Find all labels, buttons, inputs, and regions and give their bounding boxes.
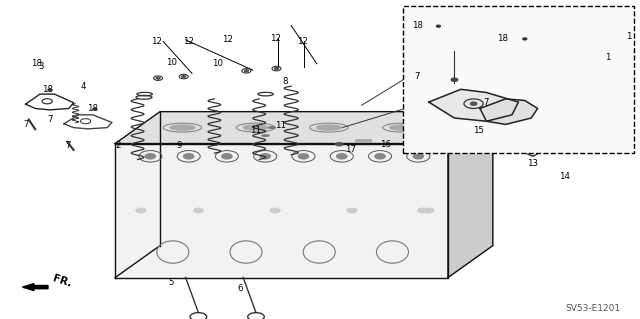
Text: 18: 18 [31,59,42,68]
Text: 18: 18 [412,21,423,30]
Circle shape [184,154,194,159]
FancyArrow shape [22,284,48,291]
Circle shape [193,208,204,213]
Text: 15: 15 [473,126,484,135]
Text: 9: 9 [177,141,182,150]
Text: 11: 11 [250,126,262,135]
Text: 7: 7 [415,72,420,81]
Circle shape [337,154,347,159]
Text: 16: 16 [380,140,391,149]
Text: 11: 11 [275,121,286,130]
Circle shape [270,208,280,213]
Text: 17: 17 [345,145,356,154]
Text: 12: 12 [183,37,195,46]
Circle shape [375,154,385,159]
Ellipse shape [389,125,415,130]
Circle shape [451,78,458,81]
Text: 12: 12 [151,37,163,46]
Circle shape [156,77,160,79]
Polygon shape [480,99,538,124]
Circle shape [222,154,232,159]
Text: 4: 4 [81,82,86,91]
Circle shape [417,208,428,213]
Circle shape [347,208,357,213]
Circle shape [298,154,308,159]
Polygon shape [526,136,544,156]
Circle shape [470,102,477,105]
Text: 5: 5 [169,278,174,287]
Ellipse shape [268,127,276,129]
Text: 7: 7 [66,141,71,150]
Circle shape [260,154,270,159]
Text: 7: 7 [23,120,28,129]
Ellipse shape [262,135,269,137]
Text: 6: 6 [237,284,243,293]
Text: 2: 2 [116,141,121,150]
Text: 14: 14 [559,172,570,181]
Circle shape [145,154,156,159]
Text: 8: 8 [282,77,287,86]
Circle shape [472,149,478,152]
Circle shape [335,142,343,146]
Ellipse shape [243,125,268,130]
Bar [403,6,634,153]
Polygon shape [115,144,448,278]
Text: 18: 18 [87,104,99,113]
Text: 10: 10 [166,58,177,67]
Text: 18: 18 [42,85,54,94]
Circle shape [424,208,434,213]
Text: 7: 7 [47,115,52,124]
Circle shape [136,208,146,213]
Circle shape [182,76,186,78]
Circle shape [93,108,97,110]
Ellipse shape [170,125,195,130]
Circle shape [275,68,278,70]
Ellipse shape [316,125,342,130]
Circle shape [523,38,527,40]
Text: 12: 12 [296,37,308,46]
Text: 12: 12 [269,34,281,43]
Text: 12: 12 [221,35,233,44]
Circle shape [413,154,424,159]
Bar [355,139,371,142]
Text: 7: 7 [484,98,489,107]
Text: 18: 18 [497,34,508,43]
Text: 13: 13 [527,159,538,168]
Text: FR.: FR. [51,273,73,288]
Polygon shape [429,89,518,121]
Text: 1: 1 [605,53,611,62]
Polygon shape [448,112,493,278]
Text: 1: 1 [626,32,631,41]
Text: SV53-E1201: SV53-E1201 [566,304,621,313]
Circle shape [436,25,440,27]
Circle shape [48,89,52,91]
Text: 3: 3 [39,63,44,71]
Circle shape [244,70,248,72]
Polygon shape [115,112,493,144]
Text: 10: 10 [212,59,223,68]
